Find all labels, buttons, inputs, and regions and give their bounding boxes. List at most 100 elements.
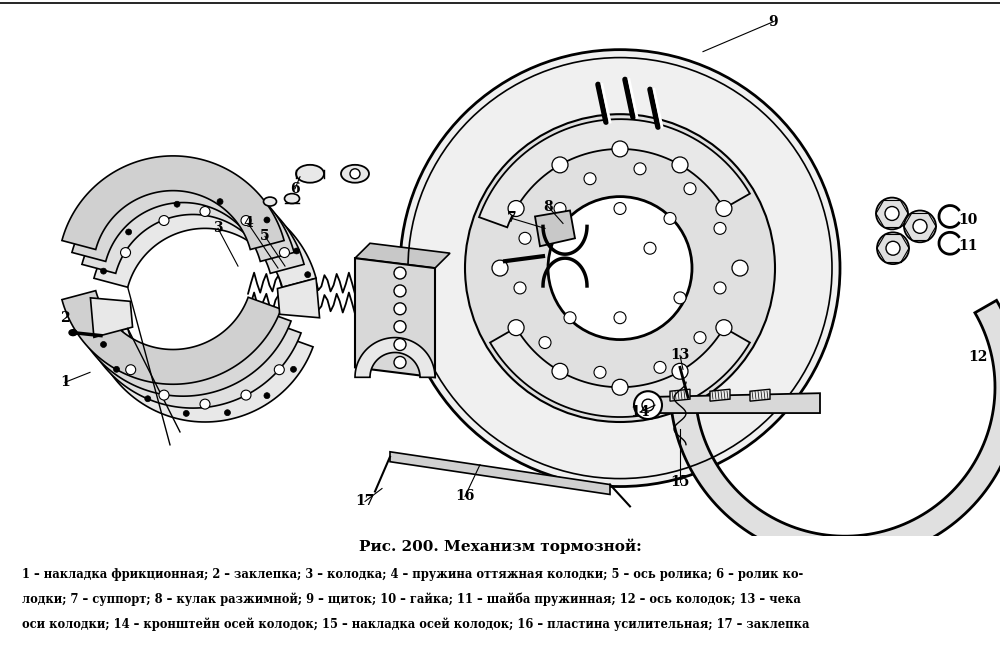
- Polygon shape: [355, 338, 435, 377]
- Circle shape: [519, 233, 531, 244]
- Circle shape: [584, 172, 596, 185]
- Circle shape: [539, 337, 551, 348]
- Polygon shape: [390, 452, 610, 494]
- Circle shape: [200, 207, 210, 216]
- Text: 13: 13: [670, 348, 690, 362]
- Polygon shape: [62, 291, 281, 384]
- Circle shape: [654, 361, 666, 373]
- Polygon shape: [72, 168, 294, 262]
- Ellipse shape: [264, 197, 276, 206]
- Circle shape: [694, 331, 706, 344]
- Text: 7: 7: [507, 211, 517, 225]
- Circle shape: [508, 200, 524, 216]
- Circle shape: [114, 366, 120, 372]
- Circle shape: [672, 157, 688, 173]
- Circle shape: [290, 366, 296, 372]
- Circle shape: [492, 260, 508, 276]
- Circle shape: [612, 379, 628, 395]
- Circle shape: [279, 247, 289, 258]
- Polygon shape: [479, 119, 750, 227]
- Text: 11: 11: [958, 239, 978, 253]
- Text: 8: 8: [543, 200, 553, 214]
- Polygon shape: [535, 211, 575, 246]
- Circle shape: [159, 216, 169, 225]
- Circle shape: [121, 247, 131, 258]
- Circle shape: [634, 391, 662, 419]
- Circle shape: [159, 390, 169, 400]
- Polygon shape: [490, 328, 750, 417]
- Text: 16: 16: [455, 490, 475, 503]
- Text: 6: 6: [290, 182, 300, 196]
- Circle shape: [876, 198, 908, 229]
- Polygon shape: [750, 390, 770, 401]
- Circle shape: [508, 320, 524, 336]
- Text: 2: 2: [60, 311, 70, 325]
- Text: лодки; 7 – суппорт; 8 – кулак разжимной; 9 – щиток; 10 – гайка; 11 – шайба пружи: лодки; 7 – суппорт; 8 – кулак разжимной;…: [22, 593, 801, 606]
- Circle shape: [716, 200, 732, 216]
- Polygon shape: [277, 278, 320, 318]
- Circle shape: [101, 268, 107, 274]
- Polygon shape: [82, 180, 304, 273]
- Circle shape: [174, 202, 180, 207]
- Circle shape: [394, 339, 406, 351]
- Polygon shape: [355, 244, 450, 268]
- Text: 9: 9: [768, 15, 778, 29]
- Circle shape: [672, 363, 688, 379]
- Circle shape: [634, 163, 646, 175]
- Polygon shape: [640, 393, 820, 413]
- Ellipse shape: [285, 194, 300, 203]
- Circle shape: [612, 141, 628, 157]
- Circle shape: [264, 393, 270, 399]
- Circle shape: [350, 169, 360, 179]
- Circle shape: [614, 203, 626, 214]
- Text: Рис. 200. Механизм тормозной:: Рис. 200. Механизм тормозной:: [359, 538, 641, 554]
- Circle shape: [642, 399, 654, 411]
- Circle shape: [913, 220, 927, 233]
- Circle shape: [274, 365, 284, 375]
- Text: 15: 15: [670, 475, 690, 488]
- Circle shape: [684, 183, 696, 194]
- Text: 4: 4: [243, 216, 253, 231]
- Circle shape: [664, 213, 676, 224]
- Polygon shape: [670, 300, 1000, 561]
- Polygon shape: [710, 390, 730, 401]
- Circle shape: [548, 196, 692, 340]
- Circle shape: [554, 203, 566, 214]
- Polygon shape: [670, 390, 690, 401]
- Text: 14: 14: [630, 405, 650, 419]
- Circle shape: [714, 282, 726, 294]
- Circle shape: [400, 50, 840, 486]
- Polygon shape: [90, 298, 133, 337]
- Circle shape: [224, 410, 230, 415]
- Circle shape: [885, 207, 899, 220]
- Circle shape: [126, 229, 132, 235]
- Polygon shape: [82, 315, 301, 408]
- Circle shape: [183, 410, 189, 417]
- Circle shape: [126, 365, 136, 375]
- Circle shape: [264, 217, 270, 223]
- Circle shape: [552, 363, 568, 379]
- Polygon shape: [355, 258, 435, 377]
- Circle shape: [886, 241, 900, 255]
- Polygon shape: [62, 156, 284, 249]
- Circle shape: [394, 320, 406, 333]
- Text: оси колодки; 14 – кронштейн осей колодок; 15 – накладка осей колодок; 16 – пласт: оси колодки; 14 – кронштейн осей колодок…: [22, 618, 810, 630]
- Circle shape: [564, 312, 576, 324]
- Circle shape: [614, 312, 626, 324]
- Circle shape: [465, 114, 775, 422]
- Ellipse shape: [69, 329, 77, 336]
- Ellipse shape: [341, 165, 369, 183]
- Text: 1: 1: [60, 375, 70, 390]
- Circle shape: [394, 267, 406, 279]
- Circle shape: [877, 233, 909, 264]
- Text: 17: 17: [355, 494, 375, 508]
- Polygon shape: [94, 194, 316, 287]
- Circle shape: [714, 222, 726, 234]
- Circle shape: [200, 399, 210, 409]
- Circle shape: [514, 282, 526, 294]
- Text: 5: 5: [260, 229, 270, 244]
- Circle shape: [552, 157, 568, 173]
- Circle shape: [305, 272, 311, 278]
- Circle shape: [716, 320, 732, 336]
- Circle shape: [101, 342, 107, 348]
